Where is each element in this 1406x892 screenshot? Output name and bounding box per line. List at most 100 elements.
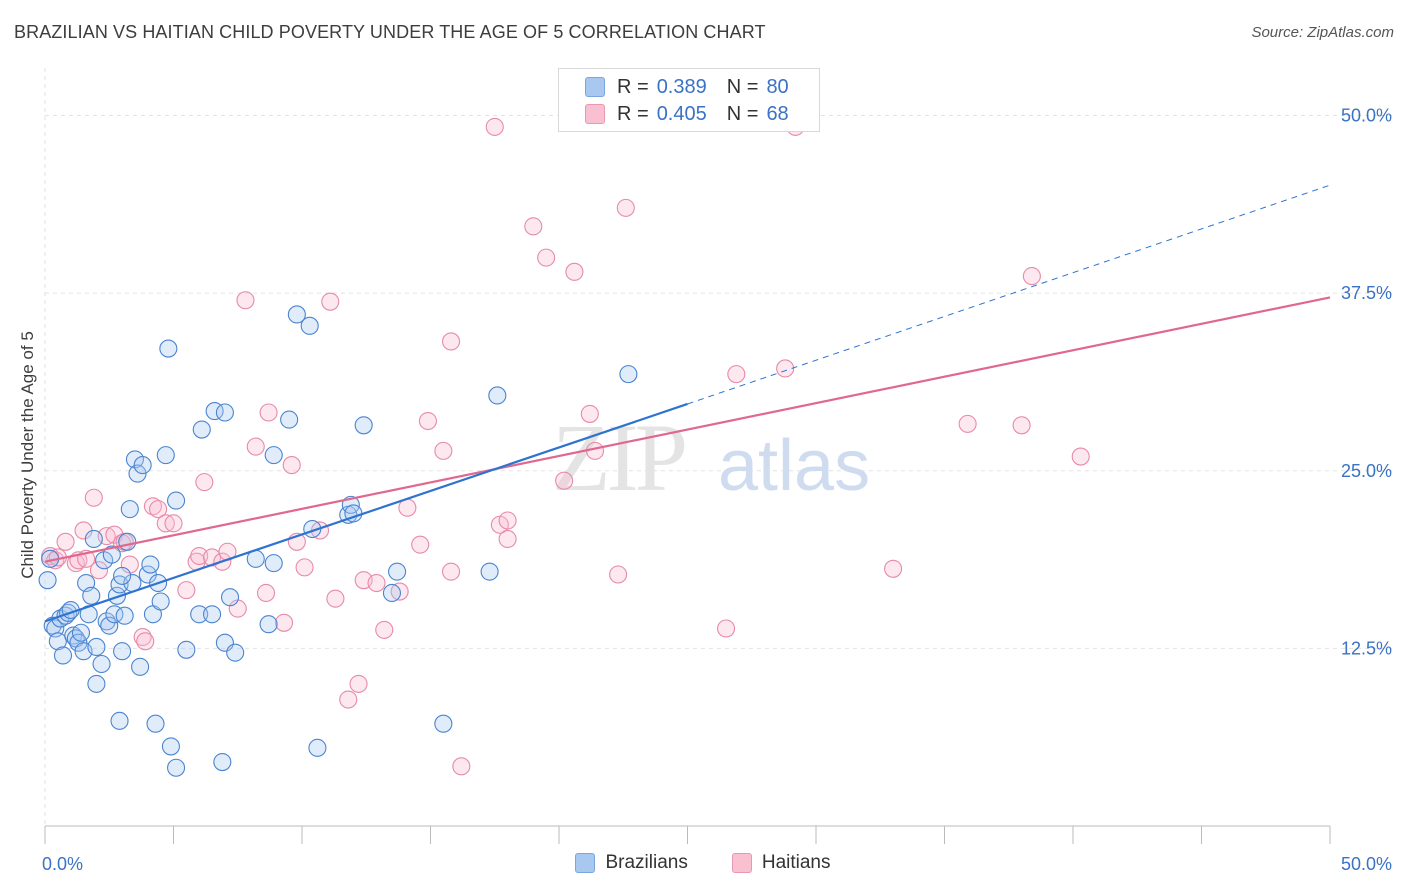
- haitians-point: [295, 558, 314, 577]
- legend-item-haitians[interactable]: Haitians: [731, 852, 831, 874]
- brazilians-point: [56, 606, 75, 625]
- haitians-point: [156, 514, 175, 533]
- legend-r-value: 0.389: [656, 75, 707, 98]
- haitians-point: [884, 559, 903, 578]
- brazilians-point: [161, 737, 180, 756]
- haitians-trend-line: [44, 296, 1331, 563]
- haitians-point: [190, 546, 209, 566]
- haitians-point: [727, 365, 746, 384]
- haitians-point: [390, 582, 409, 601]
- brazilians-point: [113, 642, 132, 661]
- brazilians-point: [87, 637, 106, 657]
- brazilians-point: [167, 758, 186, 777]
- brazilians-point: [192, 420, 211, 439]
- brazilians-point: [151, 592, 170, 611]
- haitians-point: [89, 561, 109, 580]
- brazilians-point: [287, 305, 306, 324]
- haitians-point: [580, 404, 599, 423]
- legend-n-value: 68: [766, 102, 789, 125]
- haitians-point: [485, 117, 504, 136]
- haitians-point: [442, 332, 461, 351]
- haitians-point: [195, 473, 214, 492]
- legend-r-value: 0.405: [656, 102, 707, 125]
- brazilians-point: [300, 316, 319, 335]
- haitians-point: [164, 514, 183, 533]
- brazilians-point: [264, 554, 283, 573]
- haitians-point: [434, 441, 453, 460]
- x-tick-label: 50.0%: [1341, 854, 1392, 874]
- haitians-point: [282, 456, 301, 475]
- brazilians-point: [141, 555, 160, 574]
- haitians-point: [259, 403, 278, 422]
- legend-r-label: R =: [617, 75, 649, 98]
- haitians-point: [256, 583, 276, 603]
- haitians-point: [236, 291, 255, 310]
- brazilians-point: [159, 339, 178, 358]
- haitians-point: [56, 532, 75, 551]
- legend-row-haitians: R = 0.405 N = 68: [585, 102, 789, 126]
- brazilians-point: [133, 456, 152, 475]
- legend-swatch-haitians: [585, 104, 605, 124]
- brazilians-points: [38, 305, 638, 777]
- brazilians-trend-line: [44, 402, 688, 623]
- watermark-zip: ZIP: [552, 404, 685, 511]
- legend-row-brazilians: R = 0.389 N = 80: [585, 75, 789, 99]
- haitians-point: [177, 581, 196, 600]
- brazilians-point: [107, 586, 127, 605]
- brazilians-point: [131, 657, 150, 676]
- legend-n-value: 80: [766, 75, 789, 98]
- haitians-point: [375, 620, 394, 639]
- haitians-point: [537, 248, 556, 267]
- brazilians-point: [388, 562, 407, 581]
- series-legend: Brazilians Haitians: [0, 852, 1406, 874]
- brazilians-point: [220, 588, 240, 607]
- brazilians-point: [264, 446, 283, 465]
- brazilians-point: [619, 365, 638, 384]
- brazilians-point: [354, 416, 373, 435]
- brazilians-point: [167, 491, 186, 510]
- brazilians-point: [488, 386, 507, 405]
- brazilians-point: [128, 464, 147, 483]
- legend-swatch-haitians: [731, 853, 752, 873]
- brazilians-point: [259, 615, 278, 634]
- watermark: ZIP atlas: [552, 404, 870, 511]
- haitians-point: [1071, 447, 1090, 466]
- legend-n-label: N =: [726, 75, 759, 98]
- haitians-point: [716, 619, 736, 638]
- brazilians-point: [226, 643, 245, 662]
- brazilians-point: [71, 623, 91, 642]
- brazilians-point: [82, 586, 101, 605]
- y-tick-label: 50.0%: [1341, 106, 1392, 126]
- haitians-point: [149, 500, 168, 519]
- haitians-point: [452, 757, 471, 776]
- haitians-point: [84, 488, 103, 507]
- brazilians-point: [110, 711, 129, 730]
- haitians-point: [326, 589, 345, 608]
- brazilians-point: [190, 605, 209, 624]
- brazilians-point: [118, 532, 137, 551]
- brazilians-point: [100, 616, 119, 635]
- y-tick-label: 12.5%: [1341, 638, 1392, 658]
- haitians-point: [616, 198, 635, 217]
- haitians-point: [524, 217, 543, 236]
- trend-lines: [44, 184, 1331, 623]
- brazilians-point: [382, 583, 402, 603]
- brazilians-point: [102, 545, 121, 564]
- y-tick-label: 37.5%: [1341, 283, 1392, 303]
- haitians-point: [246, 437, 265, 456]
- brazilians-point: [113, 566, 132, 585]
- haitians-point: [958, 414, 977, 433]
- legend-n-label: N =: [726, 102, 759, 125]
- haitians-point: [609, 565, 628, 584]
- legend-item-brazilians[interactable]: Brazilians: [575, 852, 688, 874]
- haitians-point: [321, 292, 340, 311]
- brazilians-point: [92, 654, 111, 674]
- haitians-point: [565, 262, 584, 281]
- brazilians-point: [87, 674, 106, 693]
- haitians-point: [274, 613, 294, 632]
- brazilians-point: [53, 646, 73, 665]
- haitians-point: [442, 562, 461, 581]
- haitians-point: [367, 573, 386, 593]
- brazilians-point: [38, 571, 57, 590]
